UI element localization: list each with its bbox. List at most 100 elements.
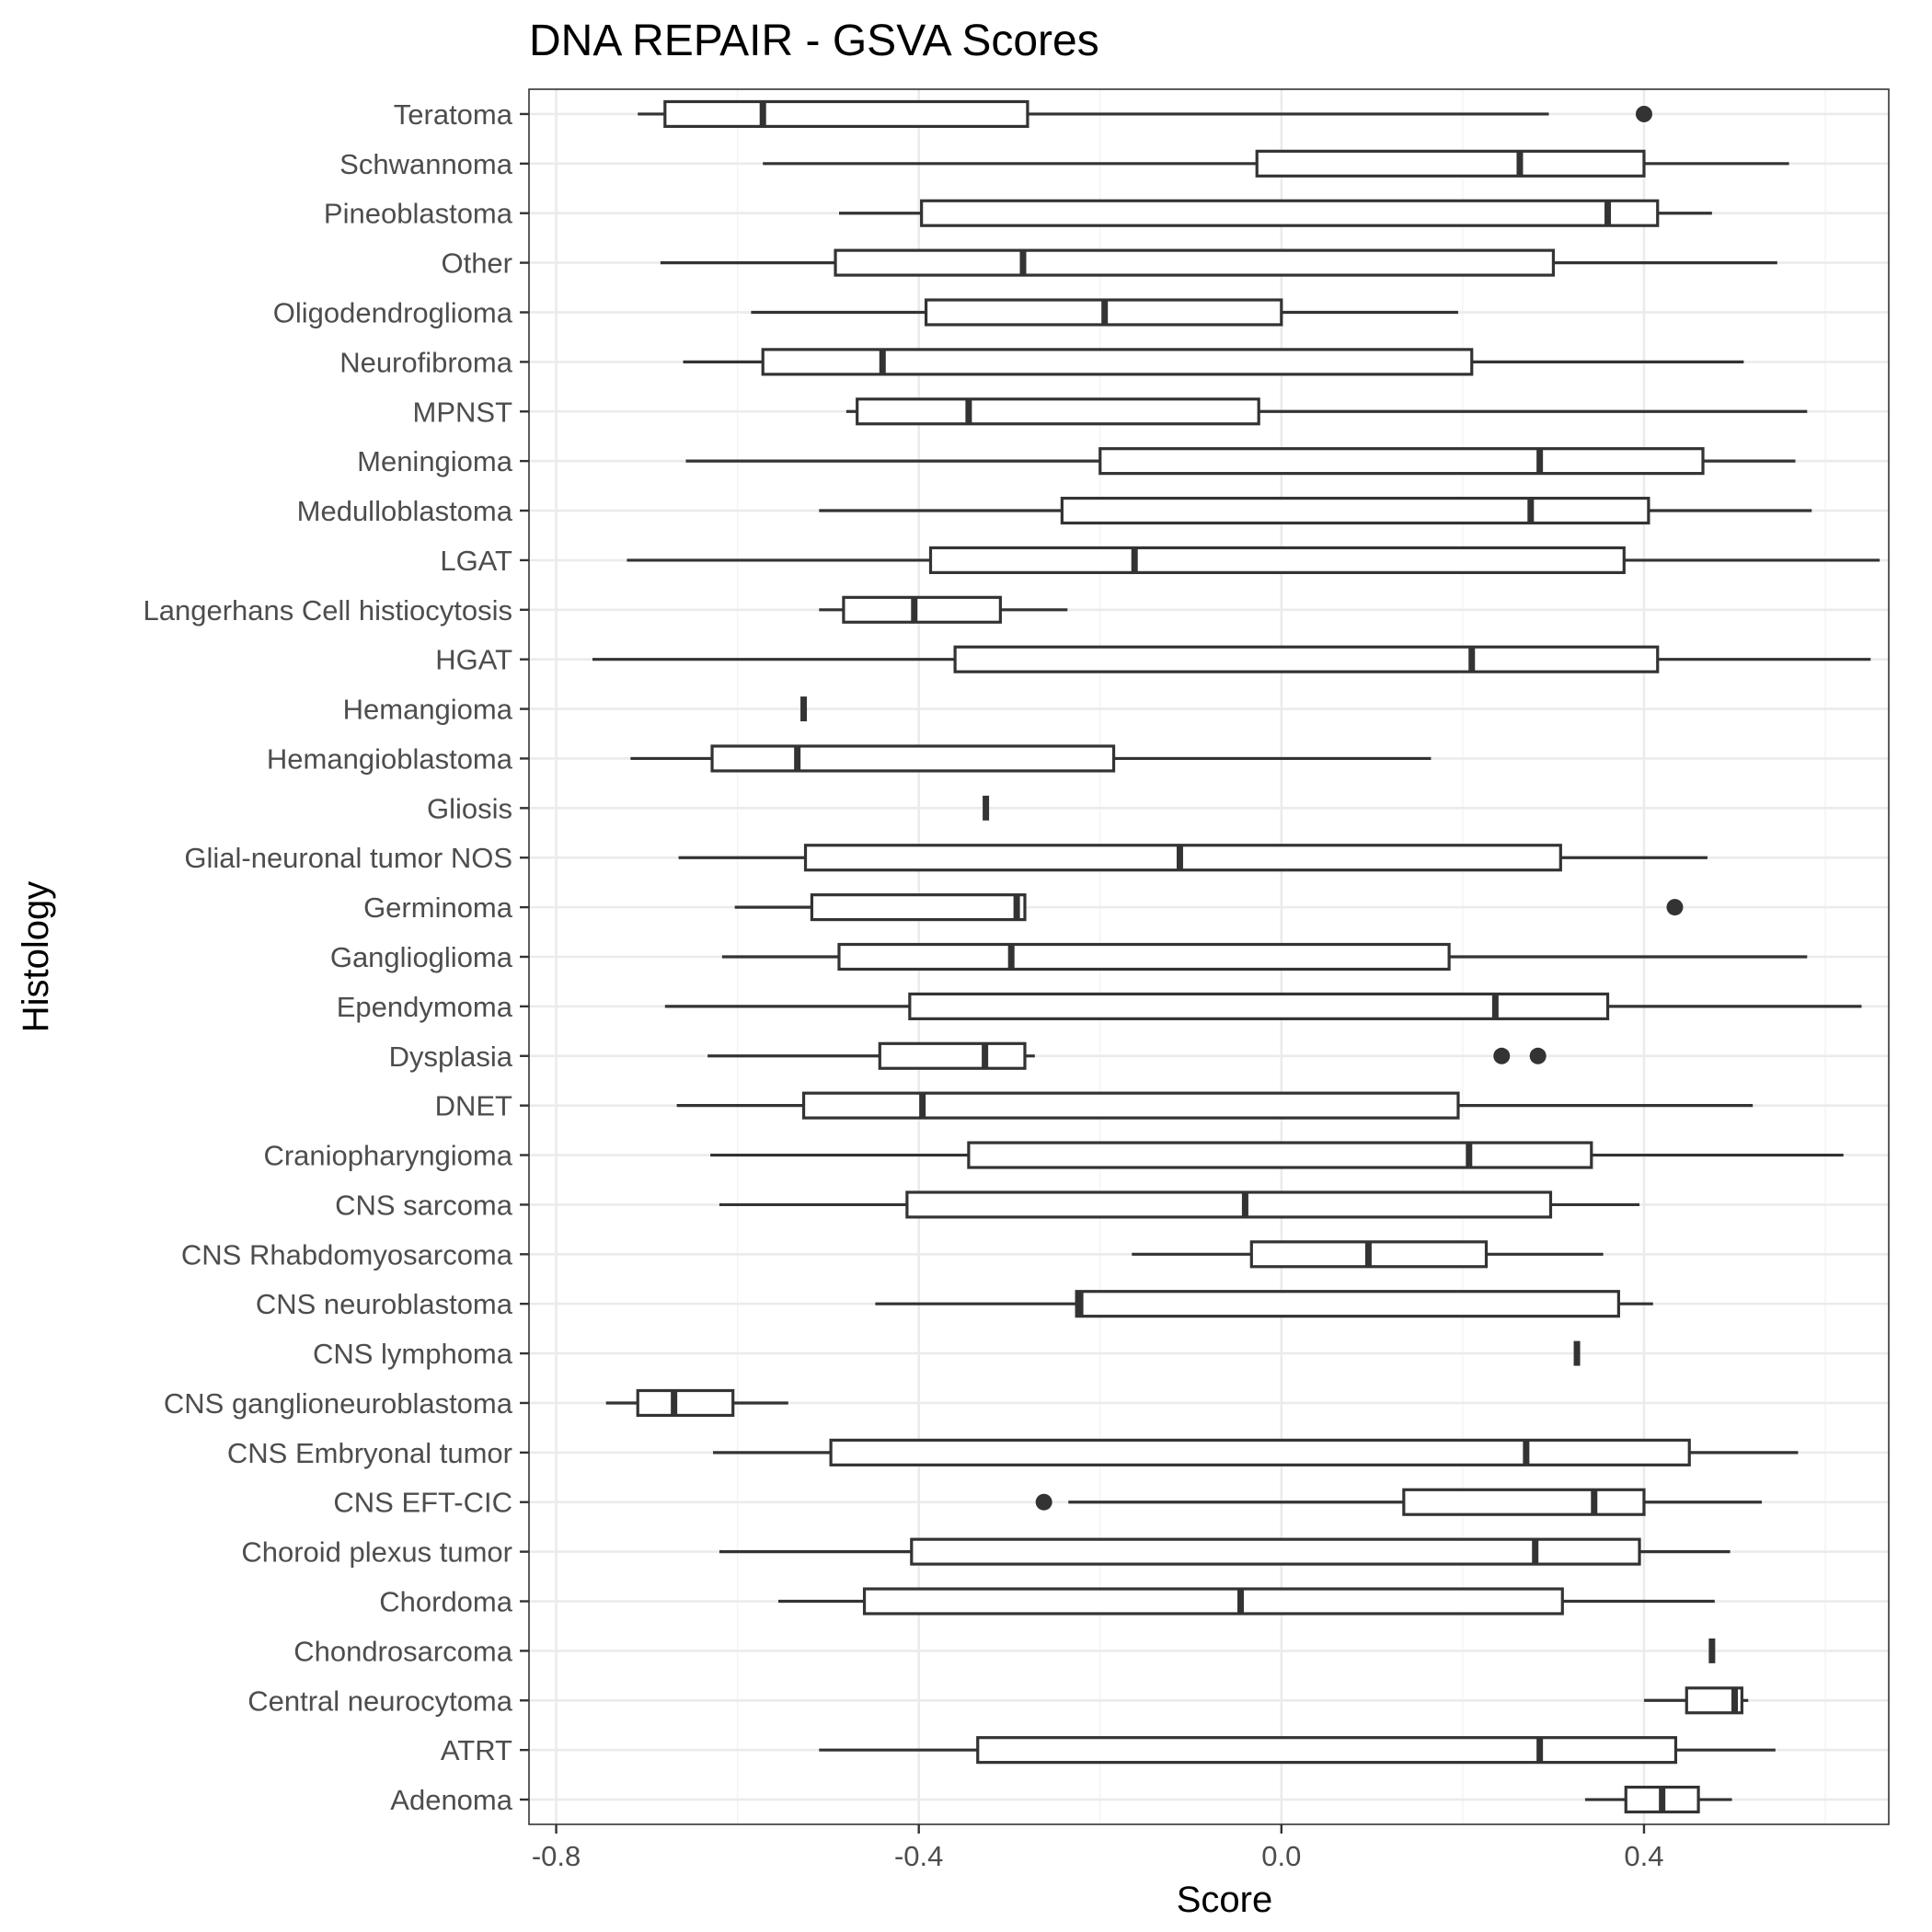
x-tick-label: -0.8 [532, 1840, 581, 1872]
y-tick-label: Teratoma [394, 98, 513, 131]
y-tick-label: Hemangioma [343, 694, 513, 726]
iqr-box [829, 1438, 1691, 1466]
y-tick-label: CNS Rhabdomyosarcoma [181, 1238, 513, 1271]
y-tick-label: LGAT [440, 545, 512, 577]
box-schwannoma [763, 149, 1789, 178]
y-tick-label: Medulloblastoma [297, 495, 513, 527]
iqr-box [761, 348, 1474, 376]
y-tick-label: Pineoblastoma [324, 198, 513, 230]
box-cns-embryonal-tumor [713, 1438, 1799, 1466]
box-hemangioblastoma [630, 744, 1432, 773]
outlier-point [1529, 1047, 1547, 1064]
y-tick-label: Adenoma [390, 1784, 512, 1816]
box-cns-eft-cic [1035, 1488, 1763, 1516]
iqr-box [710, 744, 1116, 773]
y-tick-label: ATRT [441, 1734, 512, 1766]
iqr-box [878, 1041, 1027, 1070]
iqr-box [801, 1091, 1460, 1120]
box-hgat [592, 645, 1871, 673]
iqr-box [976, 1736, 1678, 1765]
iqr-box [1402, 1488, 1646, 1516]
y-tick-label: CNS ganglioneuroblastoma [164, 1387, 513, 1420]
y-tick-label: Glial-neuronal tumor NOS [184, 842, 512, 874]
y-tick-label: Chordoma [379, 1586, 512, 1618]
y-tick-label: Craniopharyngioma [263, 1140, 512, 1172]
box-adenoma [1584, 1785, 1732, 1814]
y-tick-label: Neurofibroma [339, 346, 513, 378]
iqr-box [1098, 447, 1705, 476]
y-tick-label: Ganglioglioma [330, 941, 513, 973]
iqr-box [905, 1190, 1553, 1219]
box-atrt [819, 1736, 1776, 1765]
box-dnet [676, 1091, 1754, 1120]
y-tick-label: CNS sarcoma [335, 1189, 513, 1221]
box-other [660, 248, 1777, 277]
y-tick-label: Oligodendroglioma [273, 296, 513, 328]
iqr-box [1255, 149, 1646, 178]
y-tick-label: CNS neuroblastoma [256, 1288, 513, 1320]
y-tick-label: Gliosis [427, 792, 512, 824]
y-tick-label: Chondrosarcoma [293, 1635, 513, 1667]
box-lgat [627, 546, 1880, 574]
iqr-box [842, 595, 1002, 624]
iqr-box [810, 893, 1027, 922]
iqr-box [856, 397, 1260, 426]
y-tick-label: Ependymoma [337, 991, 513, 1023]
box-mpnst [845, 397, 1808, 426]
y-tick-label: Germinoma [363, 891, 513, 924]
y-tick-label: Hemangioblastoma [267, 742, 513, 775]
box-cns-ganglioneuroblastoma [605, 1388, 788, 1418]
iqr-box [834, 248, 1556, 277]
box-neurofibroma [683, 348, 1744, 376]
box-ganglioglioma [721, 942, 1808, 972]
x-axis: -0.8 -0.4 0.0 0.4 [532, 1824, 1664, 1872]
iqr-box [967, 1141, 1593, 1169]
box-cns-neuroblastoma [875, 1290, 1653, 1318]
box-medulloblastoma [819, 496, 1812, 525]
box-cns-rhabdomyosarcoma [1132, 1240, 1604, 1269]
box-choroid-plexus-tumor [719, 1537, 1731, 1566]
x-tick-label: 0.4 [1624, 1840, 1663, 1872]
iqr-box [862, 1587, 1564, 1616]
y-tick-label: CNS Embryonal tumor [227, 1437, 512, 1469]
y-axis-title: Histology [16, 881, 56, 1033]
y-tick-label: DNET [435, 1090, 512, 1122]
y-tick-label: Dysplasia [389, 1041, 513, 1073]
box-meningioma [685, 447, 1796, 476]
x-tick-label: -0.4 [894, 1840, 943, 1872]
box-glial-neuronal-tumor-nos [678, 844, 1708, 872]
iqr-box [908, 992, 1610, 1020]
box-dysplasia [707, 1041, 1547, 1070]
y-axis: Teratoma Schwannoma Pineoblastoma Other Olig… [144, 98, 529, 1816]
outlier-point [1666, 899, 1684, 916]
outlier-point [1635, 105, 1652, 122]
iqr-box [636, 1388, 735, 1418]
y-tick-label: CNS lymphoma [313, 1338, 513, 1370]
box-pineoblastoma [838, 199, 1712, 227]
y-tick-label: Central neurocytoma [247, 1685, 513, 1717]
y-tick-label: Choroid plexus tumor [241, 1536, 512, 1569]
chart-title: DNA REPAIR - GSVA Scores [529, 17, 1099, 65]
y-tick-label: Schwannoma [339, 148, 513, 180]
box-cns-sarcoma [719, 1190, 1640, 1219]
iqr-box [1075, 1290, 1620, 1318]
y-tick-label: Langerhans Cell histiocytosis [144, 594, 513, 627]
iqr-box [928, 546, 1626, 574]
iqr-box [663, 99, 1029, 129]
y-tick-label: Meningioma [357, 445, 513, 477]
box-chordoma [777, 1587, 1715, 1616]
box-germinoma [734, 893, 1684, 922]
box-teratoma [638, 99, 1652, 129]
iqr-box [910, 1537, 1641, 1566]
iqr-box [837, 942, 1451, 972]
outlier-point [1493, 1047, 1511, 1064]
iqr-box [953, 645, 1660, 673]
iqr-box [1060, 496, 1650, 525]
iqr-box [920, 199, 1660, 227]
box-craniopharyngioma [710, 1141, 1844, 1169]
box-series [592, 99, 1880, 1814]
x-axis-title: Score [1177, 1880, 1273, 1920]
box-central-neurocytoma [1643, 1686, 1749, 1715]
box-oligodendroglioma [751, 298, 1458, 327]
